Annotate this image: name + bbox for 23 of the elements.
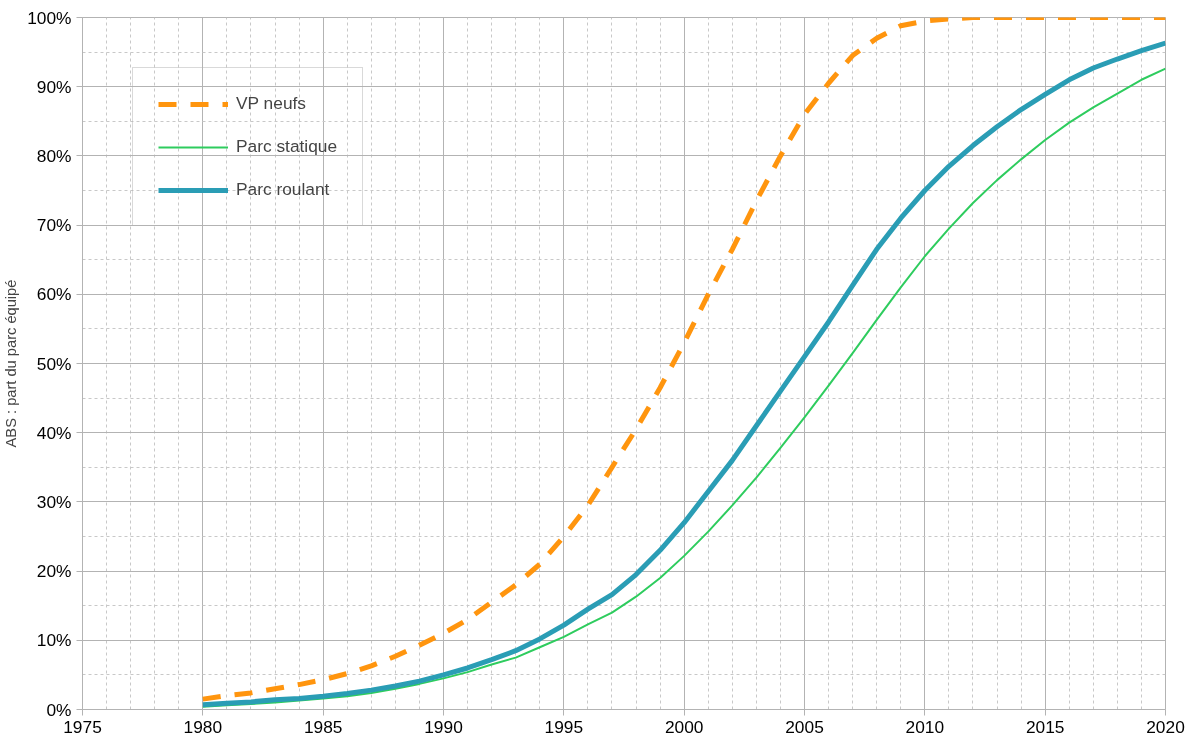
x-tick-label: 1980	[183, 716, 223, 737]
y-tick-label: 80%	[36, 145, 72, 166]
legend-label: VP neufs	[236, 93, 307, 114]
x-tick-label: 1990	[424, 716, 463, 737]
x-tick-label: 2005	[785, 716, 824, 737]
y-tick-label: 50%	[36, 353, 72, 374]
x-tick-label: 1995	[544, 716, 584, 737]
y-tick-label: 100%	[27, 7, 72, 28]
x-tick-label: 1985	[303, 716, 343, 737]
y-tick-label: 20%	[36, 561, 72, 582]
x-tick-label: 2015	[1025, 716, 1065, 737]
y-tick-label: 90%	[36, 76, 72, 97]
y-tick-label: 30%	[36, 491, 72, 512]
y-tick-label: 70%	[36, 215, 72, 236]
legend-label: Parc statique	[236, 136, 338, 157]
x-tick-label: 2020	[1146, 716, 1185, 737]
y-tick-label: 10%	[36, 630, 72, 651]
y-tick-label: 60%	[36, 284, 72, 305]
legend-label: Parc roulant	[236, 179, 330, 200]
y-tick-label: 40%	[36, 422, 72, 443]
x-tick-label: 2000	[664, 716, 704, 737]
y-axis-title: ABS : part du parc équipé	[3, 279, 20, 448]
x-tick-label: 2010	[905, 716, 945, 737]
